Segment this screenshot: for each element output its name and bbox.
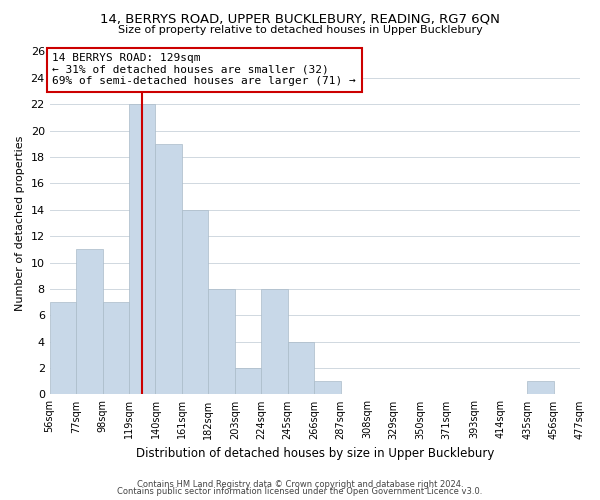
Bar [182, 210, 208, 394]
Bar [76, 250, 103, 394]
Text: Contains HM Land Registry data © Crown copyright and database right 2024.: Contains HM Land Registry data © Crown c… [137, 480, 463, 489]
X-axis label: Distribution of detached houses by size in Upper Bucklebury: Distribution of detached houses by size … [136, 447, 494, 460]
Y-axis label: Number of detached properties: Number of detached properties [15, 136, 25, 310]
Bar [155, 144, 182, 395]
Text: Size of property relative to detached houses in Upper Bucklebury: Size of property relative to detached ho… [118, 25, 482, 35]
Bar [235, 368, 261, 394]
Text: 14 BERRYS ROAD: 129sqm
← 31% of detached houses are smaller (32)
69% of semi-det: 14 BERRYS ROAD: 129sqm ← 31% of detached… [52, 53, 356, 86]
Bar [288, 342, 314, 394]
Bar [103, 302, 129, 394]
Bar [208, 289, 235, 395]
Text: 14, BERRYS ROAD, UPPER BUCKLEBURY, READING, RG7 6QN: 14, BERRYS ROAD, UPPER BUCKLEBURY, READI… [100, 12, 500, 26]
Bar [50, 302, 76, 394]
Bar [314, 381, 341, 394]
Bar [527, 381, 554, 394]
Text: Contains public sector information licensed under the Open Government Licence v3: Contains public sector information licen… [118, 488, 482, 496]
Bar [261, 289, 288, 395]
Bar [580, 381, 600, 394]
Bar [129, 104, 155, 395]
